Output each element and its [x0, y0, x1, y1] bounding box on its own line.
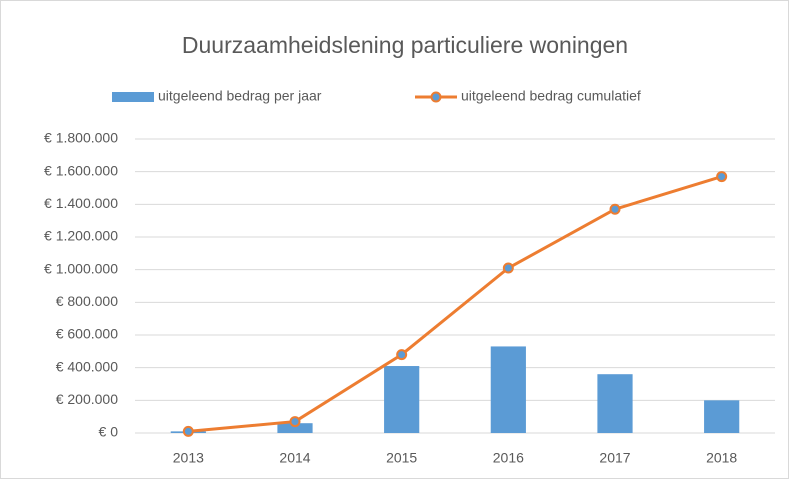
- line: [188, 175, 723, 433]
- y-tick-label: € 1.400.000: [44, 195, 118, 211]
- y-tick-label: € 0: [99, 424, 119, 440]
- bar: [704, 400, 740, 433]
- legend-marker: [430, 91, 442, 103]
- line-marker: [609, 203, 621, 215]
- y-tick-label: € 1.800.000: [44, 130, 118, 146]
- legend-label: uitgeleend bedrag cumulatief: [461, 88, 641, 104]
- y-tick-label: € 1.200.000: [44, 228, 118, 244]
- x-tick-label: 2016: [493, 450, 524, 466]
- bar: [384, 366, 420, 433]
- y-tick-label: € 1.000.000: [44, 260, 118, 276]
- y-tick-label: € 600.000: [56, 326, 118, 342]
- line-marker: [182, 425, 194, 437]
- bar: [597, 374, 633, 433]
- line-marker: [396, 349, 408, 361]
- line-marker: [502, 262, 514, 274]
- y-tick-label: € 1.600.000: [44, 162, 118, 178]
- y-tick-label: € 800.000: [56, 293, 118, 309]
- line-marker: [716, 171, 728, 183]
- y-tick-label: € 400.000: [56, 358, 118, 374]
- line-marker: [289, 416, 301, 428]
- x-tick-label: 2013: [173, 450, 204, 466]
- x-tick-label: 2017: [599, 450, 630, 466]
- legend-swatch: [112, 92, 154, 102]
- y-tick-label: € 200.000: [56, 391, 118, 407]
- x-tick-label: 2018: [706, 450, 737, 466]
- chart-title: Duurzaamheidslening particuliere woninge…: [182, 32, 628, 58]
- bar: [277, 423, 313, 433]
- x-tick-label: 2015: [386, 450, 417, 466]
- legend-label: uitgeleend bedrag per jaar: [158, 88, 322, 104]
- bar: [490, 346, 526, 433]
- x-tick-label: 2014: [279, 450, 310, 466]
